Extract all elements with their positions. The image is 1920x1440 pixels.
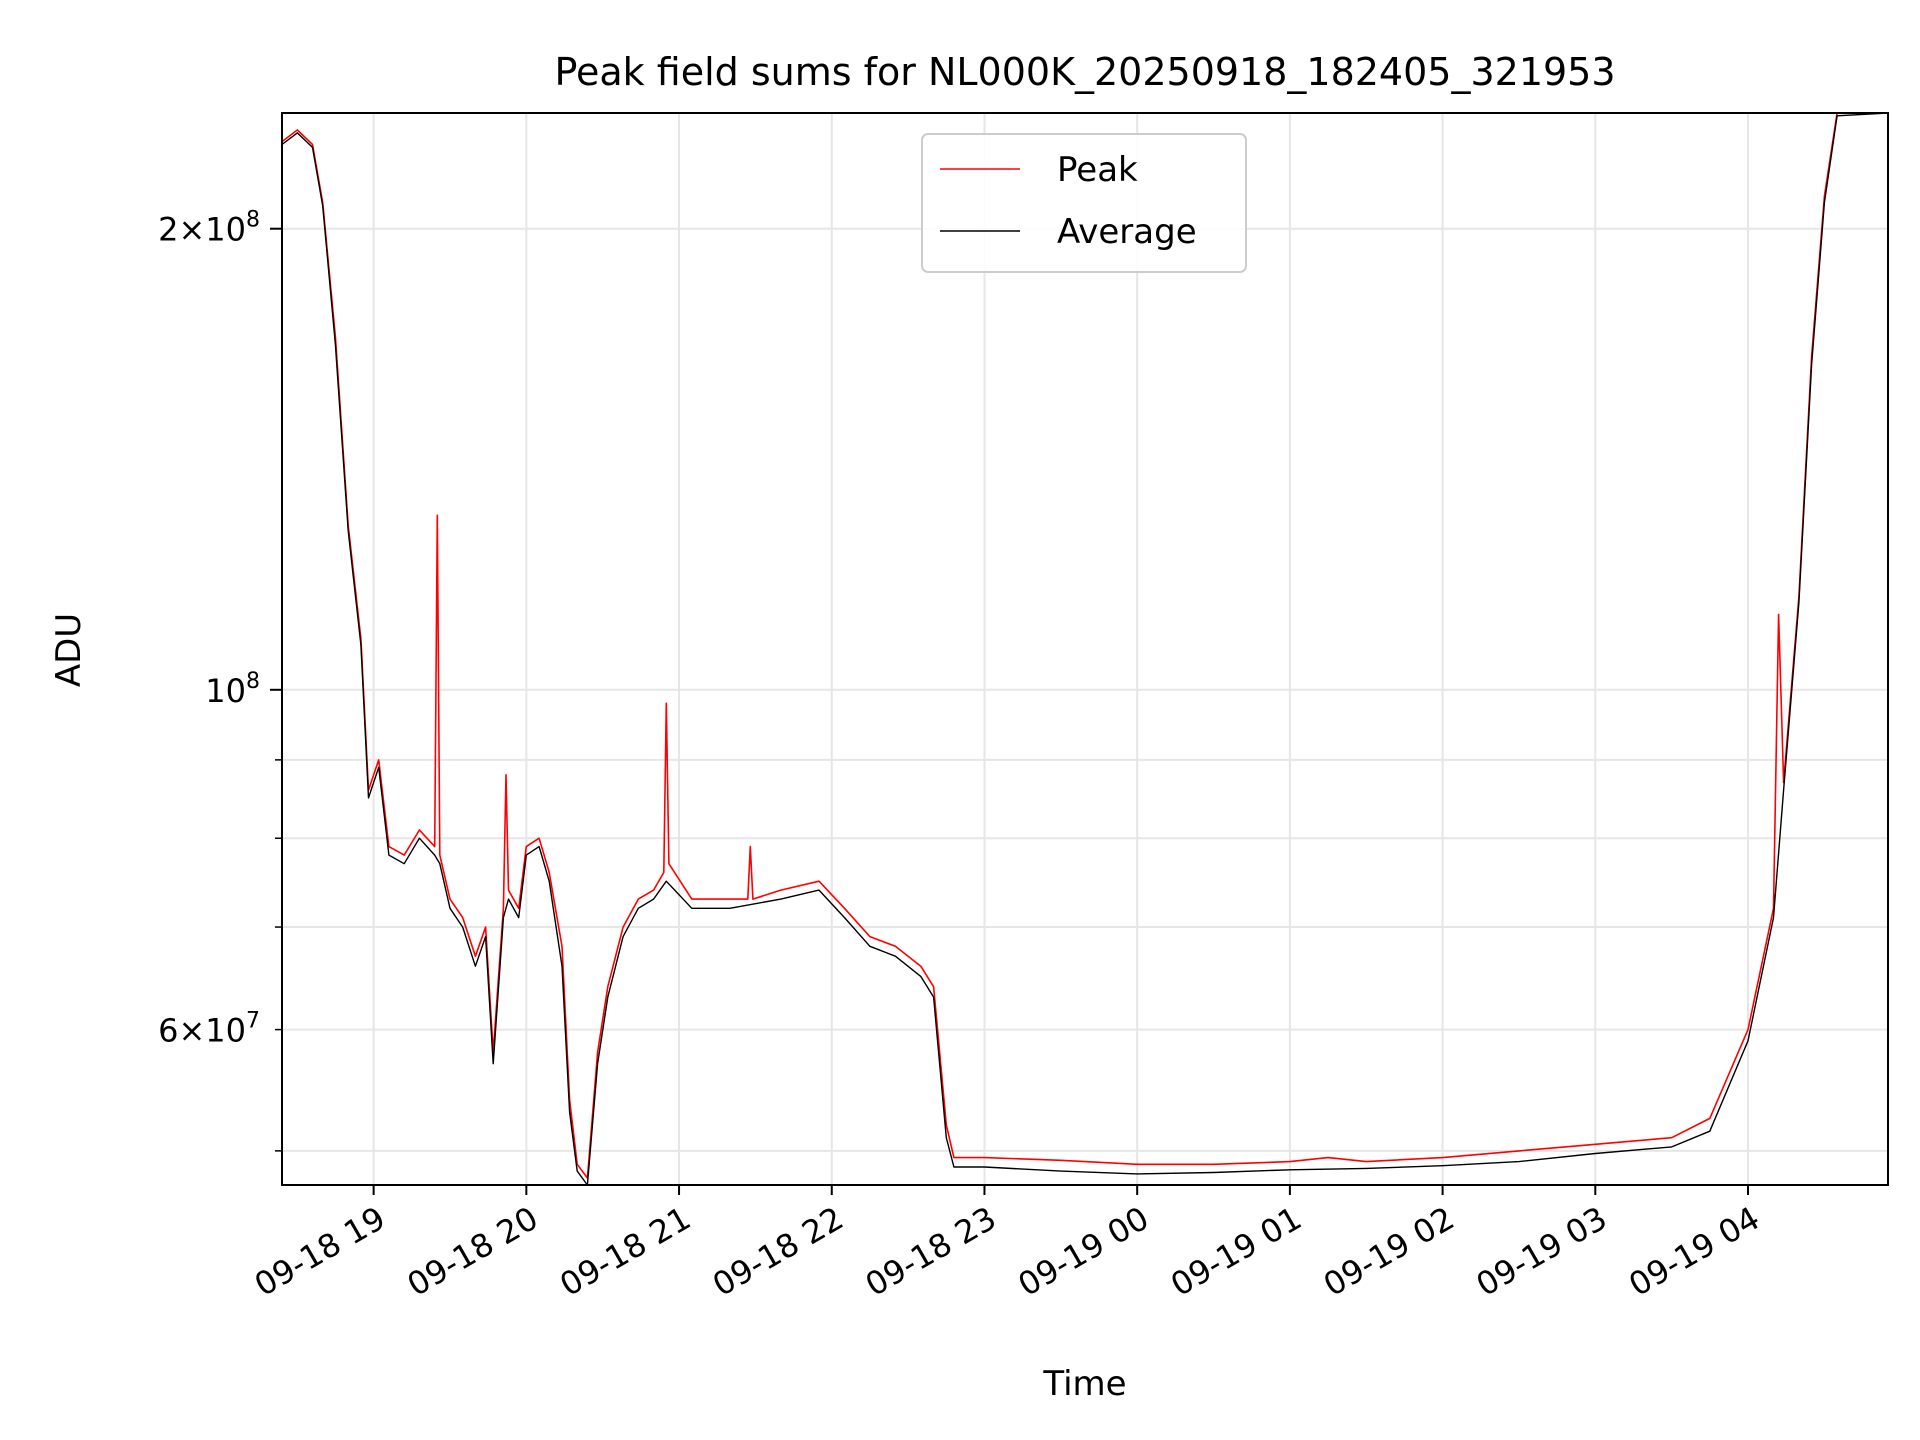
plot-lines xyxy=(282,113,1888,1185)
grid xyxy=(282,113,1888,1185)
y-axis-ticks: 108 2×108 6×107 xyxy=(158,208,282,1152)
legend-label-average: Average xyxy=(1057,212,1197,252)
series-line-peak xyxy=(282,113,1888,1179)
y-tick-label: 108 xyxy=(205,669,260,710)
series-line-average xyxy=(282,113,1888,1185)
x-axis-label: Time xyxy=(1042,1364,1126,1404)
y-tick-label: 6×107 xyxy=(158,1009,260,1050)
axes-frame xyxy=(281,112,1889,1186)
chart-title: Peak field sums for NL000K_20250918_1824… xyxy=(554,50,1615,94)
y-tick-label: 2×108 xyxy=(158,208,260,249)
legend: Peak Average xyxy=(921,133,1247,273)
y-axis-label: ADU xyxy=(49,613,89,687)
legend-label-peak: Peak xyxy=(1057,150,1138,190)
